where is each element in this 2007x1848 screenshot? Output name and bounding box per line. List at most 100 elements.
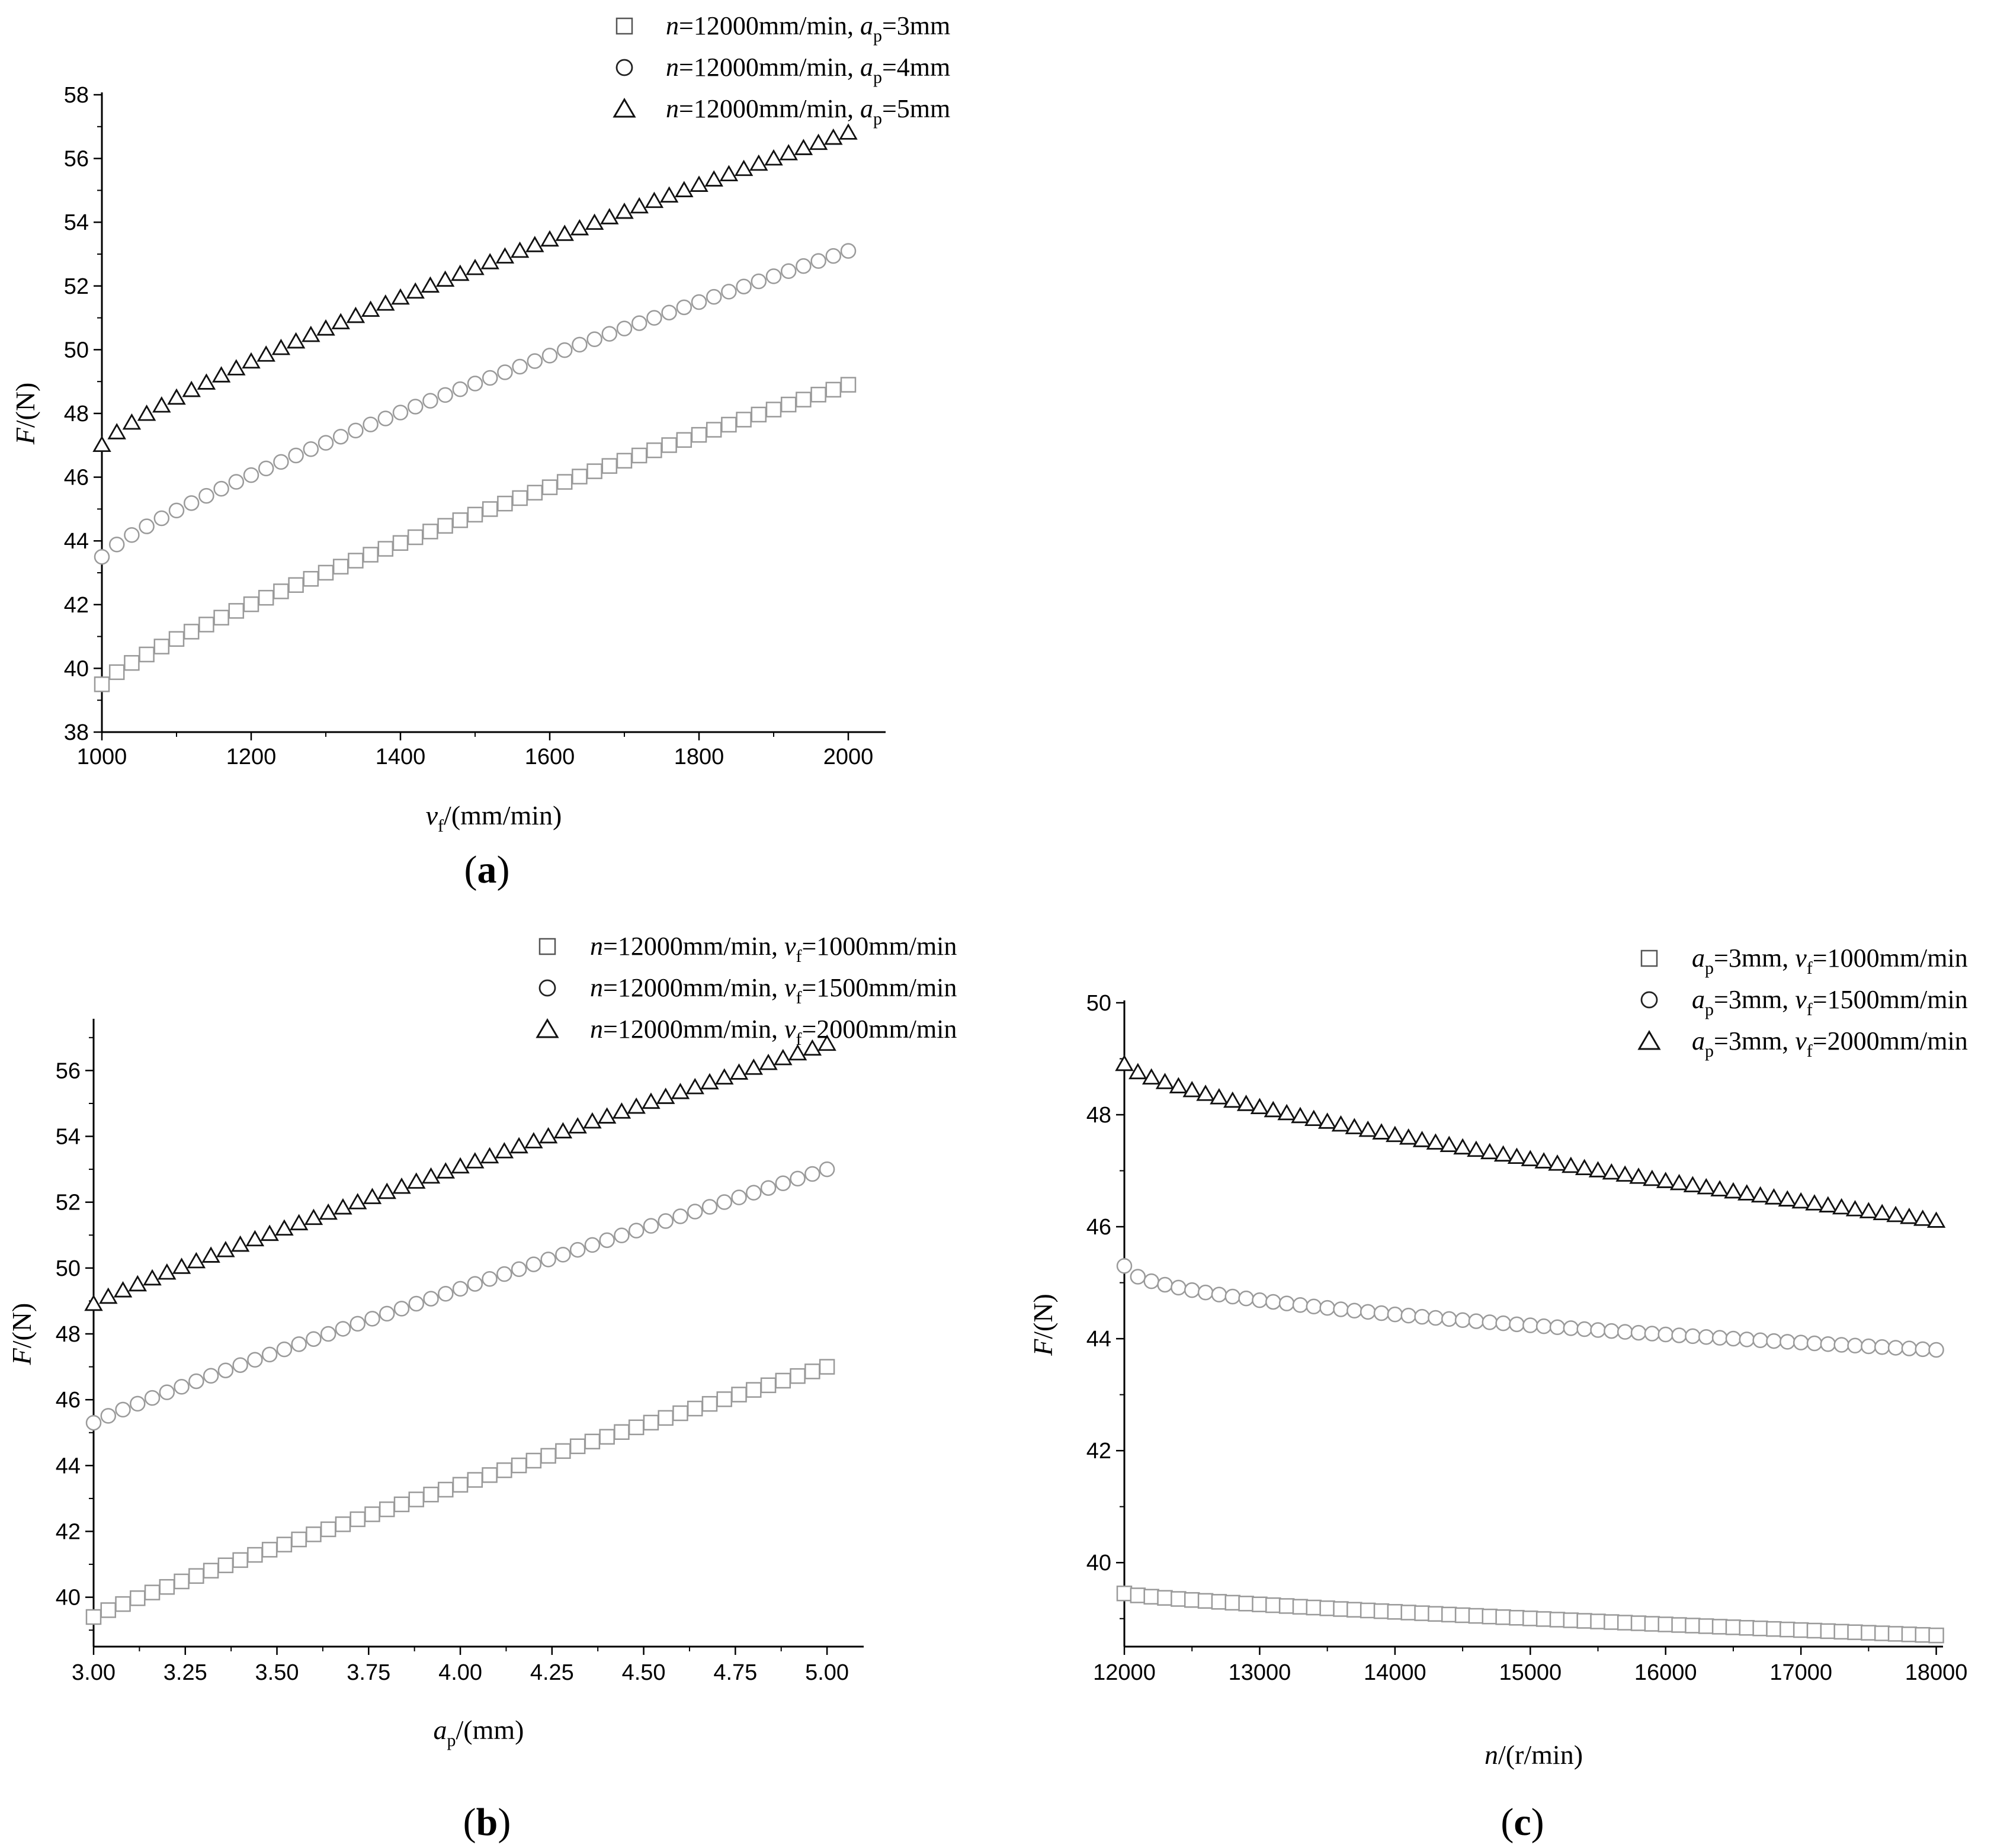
- data-point-circle: [810, 253, 826, 269]
- x-axis-sub: p: [447, 1731, 456, 1750]
- legend-text-part: =1000mm/min: [1813, 944, 1968, 973]
- y-tick-label: 42: [56, 1519, 81, 1544]
- data-point-triangle: [1737, 1184, 1756, 1201]
- data-point-circle: [144, 1390, 161, 1406]
- data-point-square: [261, 1542, 278, 1558]
- data-point-circle: [1604, 1323, 1620, 1339]
- data-point-triangle: [1426, 1133, 1445, 1150]
- data-point-circle: [1441, 1311, 1457, 1327]
- data-point-triangle: [495, 247, 515, 264]
- data-point-square: [407, 529, 424, 546]
- data-point-square: [273, 583, 289, 599]
- data-point-square: [512, 490, 528, 506]
- data-point-triangle: [583, 1112, 602, 1129]
- legend-text-part: =3mm: [882, 11, 950, 40]
- data-point-square: [721, 416, 737, 433]
- data-point-triangle: [230, 1235, 250, 1252]
- x-tick-label: 1400: [376, 745, 426, 769]
- x-tick-label: 1200: [226, 745, 277, 769]
- data-point-square: [392, 535, 409, 551]
- data-point-circle: [159, 1384, 175, 1400]
- data-point-triangle: [1629, 1167, 1648, 1184]
- data-point-triangle: [1169, 1077, 1188, 1093]
- x-tick-label: 4.00: [438, 1660, 482, 1685]
- legend-var: a: [860, 11, 873, 40]
- data-point-square: [1644, 1616, 1660, 1632]
- data-point-circle: [601, 326, 618, 342]
- data-point-triangle: [1128, 1063, 1147, 1080]
- legend-sub: p: [1705, 958, 1714, 978]
- data-point-circle: [819, 1161, 835, 1178]
- data-point-triangle: [242, 352, 261, 369]
- data-point-square: [541, 479, 558, 495]
- data-point-circle: [350, 1316, 366, 1332]
- y-axis-unit: /(N): [7, 1303, 37, 1349]
- data-point-triangle: [436, 1162, 456, 1179]
- data-point-square: [1238, 1596, 1254, 1612]
- panel-letter: a: [477, 848, 497, 891]
- data-point-circle: [320, 1326, 336, 1342]
- data-point-triangle: [1873, 1204, 1891, 1221]
- data-point-square: [364, 1506, 380, 1522]
- y-tick-label: 46: [56, 1388, 81, 1413]
- data-point-square: [291, 1531, 307, 1548]
- y-tick-label: 48: [1086, 1103, 1111, 1128]
- y-tick-label: 46: [64, 466, 89, 490]
- legend-text-part: =3mm,: [1714, 985, 1795, 1014]
- data-point-square: [1184, 1592, 1200, 1608]
- data-point-triangle: [334, 1198, 352, 1215]
- data-point-circle: [1252, 1292, 1268, 1308]
- data-point-circle: [452, 1281, 469, 1297]
- data-point-triangle: [113, 1281, 133, 1298]
- data-point-square: [1319, 1600, 1335, 1616]
- chart-panel-a: 38 40 42 44 46 48 50 52 54 56 58 1000 1200 1400 1600 18…: [10, 11, 950, 891]
- data-point-triangle: [122, 413, 142, 430]
- data-point-triangle: [421, 1167, 441, 1184]
- data-point-square: [586, 463, 602, 479]
- data-point-square: [584, 1433, 601, 1449]
- panel-paren: ): [498, 1801, 511, 1844]
- data-point-square: [540, 1448, 556, 1464]
- data-point-triangle: [466, 1152, 485, 1169]
- data-point-square: [247, 1547, 263, 1563]
- y-tick-label: 44: [1086, 1327, 1111, 1352]
- legend-var: n: [666, 11, 679, 40]
- data-point-triangle: [392, 1177, 411, 1194]
- data-point-triangle: [690, 175, 708, 192]
- data-point-triangle: [719, 165, 739, 182]
- x-tick-label: 5.00: [805, 1660, 849, 1685]
- data-point-square: [790, 1368, 806, 1384]
- data-point-square: [751, 406, 767, 423]
- data-point-square: [1685, 1618, 1701, 1634]
- data-point-triangle: [1900, 1207, 1919, 1224]
- data-point-square: [658, 1410, 674, 1426]
- data-point-circle: [616, 320, 633, 336]
- data-point-circle: [496, 1266, 512, 1282]
- data-point-square: [335, 1516, 351, 1532]
- data-point-circle: [130, 1395, 146, 1412]
- data-point-square: [174, 1573, 190, 1590]
- data-point-triangle: [715, 1068, 734, 1085]
- data-point-triangle: [1534, 1152, 1553, 1169]
- data-point-circle: [379, 1305, 395, 1322]
- data-point-square: [736, 412, 752, 428]
- data-point-triangle: [839, 123, 858, 140]
- legend-var: v: [1795, 1026, 1807, 1055]
- y-tick-label: 40: [64, 656, 89, 681]
- series-circle: [94, 243, 857, 565]
- data-point-square: [572, 469, 588, 485]
- data-point-circle: [188, 1373, 204, 1390]
- data-point-circle: [318, 435, 334, 451]
- data-point-square: [1563, 1612, 1579, 1628]
- data-point-circle: [736, 278, 752, 294]
- data-point-square: [746, 1382, 762, 1398]
- data-point-circle: [1563, 1320, 1579, 1336]
- legend-var: a: [1692, 944, 1705, 973]
- data-point-triangle: [824, 128, 843, 145]
- x-axis-title: n/(r/min): [1485, 1740, 1583, 1770]
- data-point-square: [765, 402, 782, 418]
- data-point-circle: [1184, 1282, 1200, 1298]
- data-point-circle: [348, 422, 364, 439]
- data-point-square: [139, 646, 155, 663]
